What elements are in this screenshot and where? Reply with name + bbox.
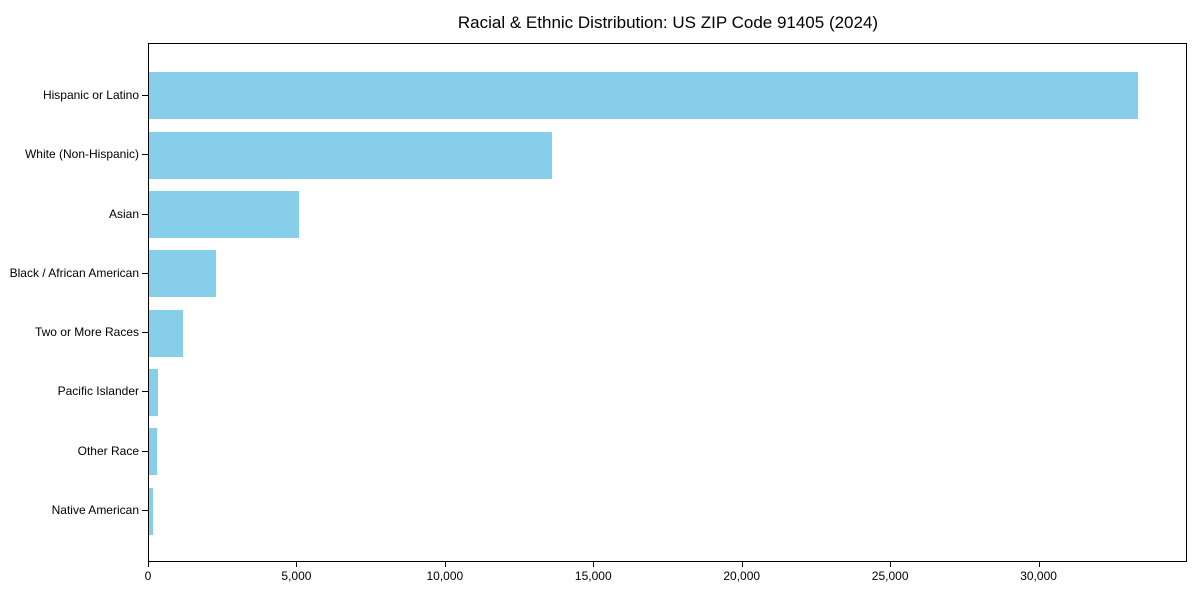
x-tick-mark [741,562,743,567]
y-tick-mark [142,391,148,393]
y-tick-label: Black / African American [9,265,139,280]
y-tick-mark [142,94,148,96]
y-tick-label: Native American [51,503,139,518]
y-tick-mark [142,272,148,274]
y-tick-label: Hispanic or Latino [42,87,139,102]
y-tick-mark [142,450,148,452]
y-tick-mark [142,510,148,512]
y-tick-mark [142,332,148,334]
x-tick-mark [890,562,892,567]
x-tick-mark [593,562,595,567]
x-tick-label: 0 [144,569,152,583]
bar [149,250,216,298]
x-tick-label: 5,000 [281,569,312,583]
bar [149,72,1138,120]
x-tick-label: 20,000 [723,569,761,583]
plot-area [148,43,1187,562]
bar [149,428,158,476]
x-tick-label: 15,000 [574,569,612,583]
bar [149,309,184,357]
x-tick-mark [148,562,149,567]
x-tick-label: 30,000 [1020,569,1057,583]
bar [149,131,552,179]
y-tick-label: Pacific Islander [57,384,139,399]
x-tick-label: 25,000 [871,569,909,583]
x-tick-mark [444,562,446,567]
x-tick-mark [1038,562,1040,567]
bar [149,368,158,416]
y-tick-label: Two or More Races [34,325,139,340]
chart-title: Racial & Ethnic Distribution: US ZIP Cod… [457,13,879,32]
x-tick-label: 10,000 [426,569,464,583]
bar [149,191,299,239]
y-tick-label: Other Race [77,443,139,458]
y-tick-label: White (Non-Hispanic) [24,147,139,162]
y-tick-label: Asian [108,206,139,221]
y-tick-mark [142,154,148,156]
x-tick-mark [296,562,298,567]
bar [149,487,153,535]
y-tick-mark [142,213,148,215]
